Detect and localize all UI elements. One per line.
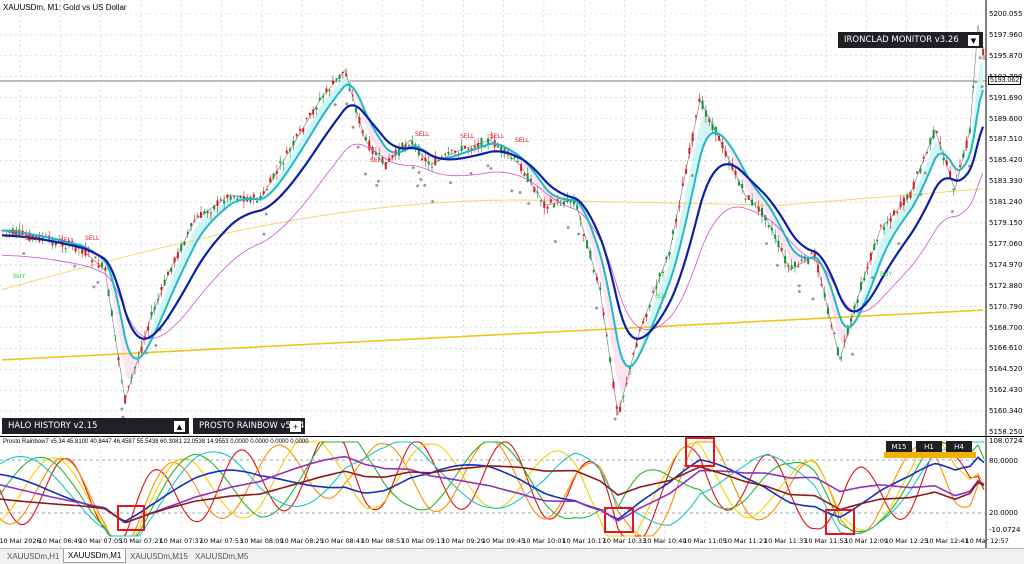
price-tick-label: 5166.610 [989,344,1022,352]
price-tick-label: 5168.700 [989,324,1022,332]
prosto-rainbow-oscillator[interactable] [0,436,1024,548]
ironclad-monitor-label: IRONCLAD MONITOR v3.26 [844,35,959,45]
candle [108,289,110,297]
time-tick-label: 10 Mar 08:41 [321,537,364,545]
buy-signal-label: BUY [13,273,26,280]
time-tick-label: 10 Mar 2026 [0,537,41,545]
time-tick-label: 10 Mar 07:37 [159,537,202,545]
tab-xauusdm-m5[interactable]: XAUUSDm,M5 [191,549,252,563]
halo-history-panel[interactable]: HALO HISTORY v2.15 ▲ [2,418,189,434]
price-tick-label: 5164.520 [989,365,1022,373]
time-tick-label: 10 Mar 09:29 [442,537,485,545]
sell-signal-label: SELL [60,237,75,244]
candle [748,195,750,201]
timeframe-h4-button[interactable]: H4 [946,441,972,452]
price-tick-label: 5185.420 [989,156,1022,164]
time-tick-label: 10 Mar 08:57 [361,537,404,545]
buy-signal-label: BUY [880,271,893,278]
price-tick-label: 5177.060 [989,240,1022,248]
price-tick-label: 5195.870 [989,52,1022,60]
time-tick-label: 10 Mar 07:05 [79,537,122,545]
price-tick-label: 5172.880 [989,282,1022,290]
halo-history-label: HALO HISTORY v2.15 [8,421,97,431]
sell-signal-label: SELL [515,137,530,144]
price-tick-label: 5170.790 [989,303,1022,311]
candle [385,162,387,169]
oscillator-title: Prosto Rainbow7 v5.34 45.8100 40.8447 46… [3,439,309,445]
price-tick-label: 5179.150 [989,219,1022,227]
time-tick-label: 10 Mar 11:37 [764,537,807,545]
price-tick-label: 5181.240 [989,198,1022,206]
time-tick-label: 10 Mar 08:25 [280,537,323,545]
time-tick-label: 10 Mar 08:09 [240,537,283,545]
time-tick-label: 10 Mar 11:05 [683,537,726,545]
candle [718,135,720,141]
tab-xauusdm-m1[interactable]: XAUUSDm,M1 [63,549,126,563]
sell-signal-label: SELL [370,157,385,164]
expand-icon[interactable]: ▲ [174,421,185,432]
candle [124,395,126,404]
price-tick-label: 5162.430 [989,386,1022,394]
collapse-icon[interactable]: ▼ [968,35,979,46]
time-tick-label: 10 Mar 12:25 [885,537,928,545]
time-tick-label: 10 Mar 07:53 [200,537,243,545]
ironclad-monitor-panel[interactable]: IRONCLAD MONITOR v3.26 ▼ [838,32,983,48]
sell-signal-label: SELL [460,133,475,140]
sell-signal-label: SELL [25,235,40,242]
time-tick-label: 10 Mar 10:49 [643,537,686,545]
candle [916,171,918,173]
time-tick-label: 10 Mar 07:21 [119,537,162,545]
time-tick-label: 10 Mar 09:45 [482,537,525,545]
price-tick-label: 5160.340 [989,407,1022,415]
time-tick-label: 10 Mar 11:21 [724,537,767,545]
price-tick-label: 5197.960 [989,31,1022,39]
time-tick-label: 10 Mar 06:49 [39,537,82,545]
time-tick-label: 10 Mar 12:09 [845,537,888,545]
candle [837,347,839,357]
price-tick-label: 5200.055 [989,10,1022,18]
osc-axis-bottom: -10.0724 [989,526,1020,534]
timeframe-h1-button[interactable]: H1 [916,441,942,452]
time-tick-label: 10 Mar 09:13 [401,537,444,545]
chart-tab-bar: XAUUSDm,H1 XAUUSDm,M1 XAUUSDm,M15 XAUUSD… [0,548,1024,564]
sell-signal-label: SELL [490,133,505,140]
timeframe-m15-button[interactable]: M15 [886,441,912,452]
osc-axis-upper: 80.0000 [989,457,1018,465]
tab-xauusdm-h1[interactable]: XAUUSDm,H1 [3,549,63,563]
sell-signal-label: SELL [10,230,25,237]
candle [586,239,588,248]
buy-signal-label: BUY [655,293,668,300]
tab-xauusdm-m15[interactable]: XAUUSDm,M15 [126,549,192,563]
osc-axis-lower: 20.0000 [989,509,1018,517]
price-tick-label: 5158.250 [989,428,1022,436]
chart-background [0,0,1024,436]
time-tick-label: 10 Mar 12:41 [925,537,968,545]
price-tick-label: 5189.600 [989,115,1022,123]
time-tick-label: 10 Mar 10:33 [603,537,646,545]
time-tick-label: 10 Mar 12:57 [965,537,1008,545]
time-tick-label: 10 Mar 10:01 [522,537,565,545]
osc-axis-top: 108.0724 [989,437,1022,445]
prosto-rainbow-panel[interactable]: PROSTO RAINBOW v5.34 + [193,418,305,434]
time-tick-label: 10 Mar 10:17 [562,537,605,545]
current-price-label: 5193.062 [988,76,1021,85]
plus-icon[interactable]: + [290,421,301,432]
sell-signal-label: SELL [415,131,430,138]
price-tick-label: 5191.690 [989,94,1022,102]
price-tick-label: 5187.510 [989,135,1022,143]
price-tick-label: 5183.330 [989,177,1022,185]
chart-title: XAUUSDm, M1: Gold vs US Dollar [3,3,127,12]
price-tick-label: 5174.970 [989,261,1022,269]
time-tick-label: 10 Mar 11:53 [804,537,847,545]
sell-signal-label: SELL [85,235,100,242]
prosto-rainbow-label: PROSTO RAINBOW v5.34 [199,421,304,431]
timeframe-strength-bar [884,452,976,458]
